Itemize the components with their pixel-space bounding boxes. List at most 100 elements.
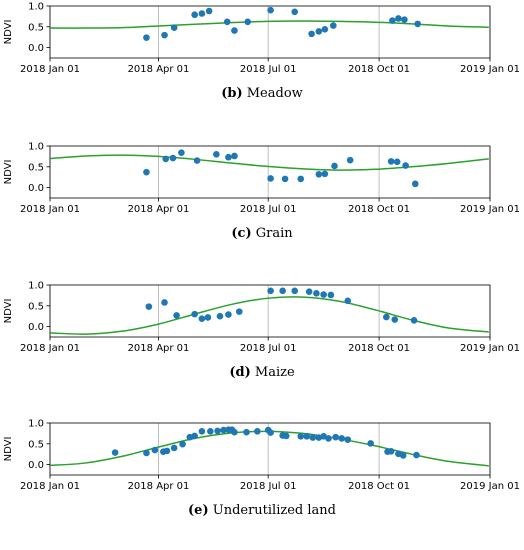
caption-letter: (e)	[188, 503, 209, 518]
fit-curve	[50, 430, 489, 467]
data-point	[281, 175, 289, 183]
x-tick-label: 2018 Jul 01	[240, 204, 297, 215]
data-point	[327, 291, 335, 299]
data-point	[413, 451, 420, 459]
y-tick-label: 0.5	[28, 439, 44, 450]
plot-frame	[49, 422, 491, 476]
data-point	[267, 429, 274, 436]
data-point	[143, 168, 150, 176]
x-tick-label: 2018 Oct 01	[348, 64, 410, 75]
data-point	[220, 426, 227, 434]
data-point	[244, 18, 251, 26]
data-point	[207, 428, 214, 435]
chart-caption: (d) Maize	[229, 365, 295, 380]
data-point	[267, 6, 274, 14]
data-point	[393, 158, 401, 166]
x-tick-label: 2019 Jan 01	[460, 343, 520, 354]
data-point	[173, 312, 180, 319]
data-point	[297, 433, 305, 440]
data-point	[178, 149, 185, 156]
data-point	[279, 287, 286, 295]
data-point	[282, 432, 290, 440]
data-point	[291, 8, 299, 16]
data-point	[329, 22, 337, 29]
caption-text: Underutilized land	[209, 503, 336, 518]
data-point	[391, 316, 399, 323]
data-point	[308, 30, 315, 38]
chart-caption: (e) Underutilized land	[188, 503, 336, 518]
plot-frame	[49, 5, 491, 59]
data-point	[411, 180, 419, 188]
data-point	[225, 153, 232, 161]
data-point	[332, 433, 339, 441]
data-point	[321, 170, 329, 178]
x-tick-label: 2018 Jan 01	[20, 64, 80, 75]
data-point	[145, 303, 153, 310]
caption-letter: (c)	[231, 226, 251, 241]
data-point	[213, 151, 220, 158]
x-tick-label: 2018 Apr 01	[128, 481, 190, 492]
x-tick-label: 2018 Jan 01	[20, 343, 80, 354]
chart-caption: (c) Grain	[231, 226, 293, 241]
fit-curve	[50, 154, 489, 171]
x-tick-label: 2018 Oct 01	[348, 343, 410, 354]
y-axis-label: NDVI	[3, 160, 14, 185]
chart-panel: 2018 Jan 01 2018 Apr 01 2018 Jul 01 2018 Oc…	[3, 142, 520, 242]
y-tick-label: 1.0	[28, 2, 44, 13]
data-point	[315, 170, 323, 178]
data-point	[305, 288, 313, 295]
data-point	[231, 152, 238, 160]
data-point	[170, 24, 178, 31]
data-point	[193, 157, 201, 164]
data-point	[402, 162, 409, 169]
data-point	[162, 155, 170, 163]
data-point	[297, 175, 305, 183]
y-tick-label: 0.0	[28, 322, 44, 333]
plot-frame	[49, 145, 491, 199]
x-tick-label: 2018 Oct 01	[348, 204, 410, 215]
chart-panel: 2018 Jan 01 2018 Apr 01 2018 Jul 01 2018 Oc…	[3, 419, 520, 519]
y-tick-label: 0.5	[28, 301, 44, 312]
data-point	[231, 27, 238, 34]
data-point	[163, 447, 171, 455]
data-point	[414, 20, 421, 28]
data-point	[399, 452, 407, 459]
data-point	[325, 435, 332, 442]
data-point	[338, 435, 346, 442]
y-tick-label: 0.0	[28, 183, 44, 194]
data-point	[321, 25, 329, 33]
data-point	[231, 428, 238, 436]
x-tick-label: 2018 Jul 01	[240, 481, 297, 492]
data-point	[320, 291, 327, 298]
data-point	[267, 175, 274, 182]
data-point	[389, 17, 396, 24]
data-point	[170, 444, 178, 452]
data-point	[214, 427, 221, 435]
x-tick-label: 2018 Oct 01	[348, 481, 410, 492]
data-point	[205, 7, 213, 15]
y-axis-label: NDVI	[3, 299, 14, 324]
data-point	[225, 311, 232, 318]
data-point	[198, 315, 206, 322]
data-point	[143, 449, 150, 457]
data-point	[344, 436, 352, 443]
data-point	[204, 314, 212, 321]
data-point	[216, 312, 224, 320]
data-point	[151, 446, 159, 454]
y-tick-label: 0.5	[28, 162, 44, 173]
y-axis-label: NDVI	[3, 437, 14, 462]
data-point	[267, 287, 274, 295]
data-point	[235, 308, 243, 315]
data-point	[315, 28, 323, 35]
caption-text: Meadow	[243, 86, 303, 101]
x-tick-label: 2018 Jul 01	[240, 343, 297, 354]
data-point	[191, 310, 198, 318]
caption-letter: (b)	[221, 86, 242, 101]
x-tick-label: 2018 Apr 01	[128, 343, 190, 354]
y-tick-label: 0.5	[28, 22, 44, 33]
data-point	[161, 299, 168, 306]
data-point	[179, 440, 186, 448]
x-tick-label: 2018 Jul 01	[240, 64, 297, 75]
data-point	[291, 287, 299, 295]
